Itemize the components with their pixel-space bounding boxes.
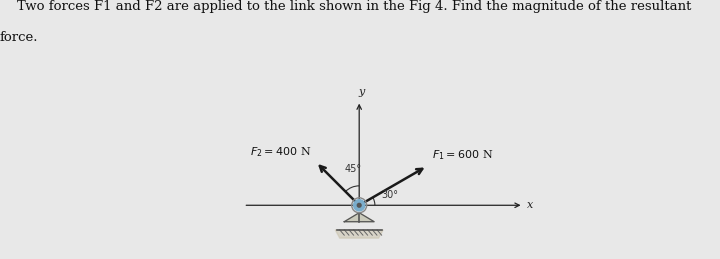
Text: y: y	[359, 87, 364, 97]
Text: Two forces F1 and F2 are applied to the link shown in the Fig 4. Find the magnit: Two forces F1 and F2 are applied to the …	[0, 0, 691, 13]
Text: $F_2 = 400$ N: $F_2 = 400$ N	[250, 145, 312, 159]
Circle shape	[357, 203, 361, 207]
Circle shape	[354, 200, 365, 211]
Text: $F_1 = 600$ N: $F_1 = 600$ N	[432, 148, 494, 162]
Text: 30°: 30°	[382, 190, 399, 200]
Text: force.: force.	[0, 31, 38, 44]
Text: x: x	[527, 200, 534, 210]
Polygon shape	[344, 213, 374, 222]
Text: 45°: 45°	[345, 164, 361, 174]
Polygon shape	[336, 230, 383, 238]
